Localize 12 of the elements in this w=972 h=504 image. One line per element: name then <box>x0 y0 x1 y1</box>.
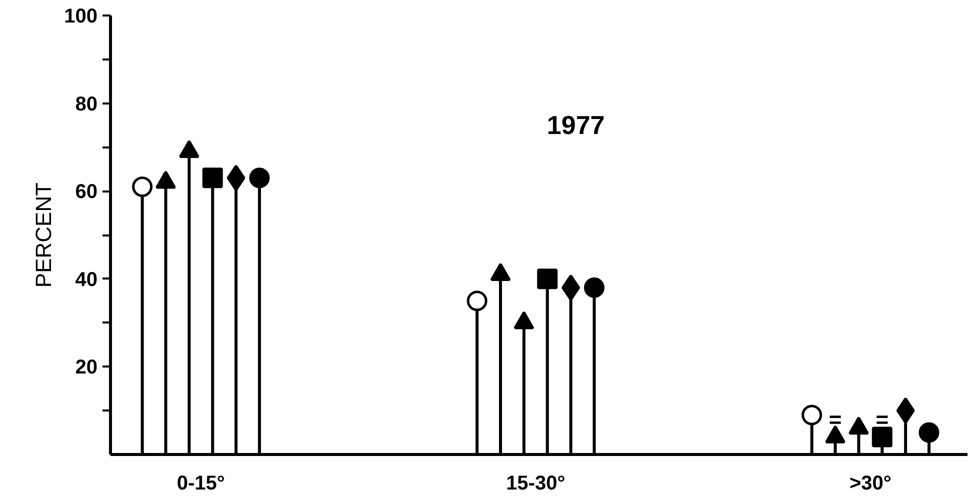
y-tick-label: 80 <box>75 93 98 116</box>
x-tick-label: 15-30° <box>506 472 566 494</box>
x-tick-label: >30° <box>849 472 892 494</box>
y-tick-label: 60 <box>75 181 98 204</box>
annotation: = <box>876 406 889 432</box>
y-axis-title: PERCENT <box>31 182 56 288</box>
y-tick-label: 40 <box>75 268 98 291</box>
y-tick-label: 20 <box>75 356 98 379</box>
x-tick-label: 0-15° <box>176 472 225 494</box>
y-tick-label: 100 <box>64 6 98 28</box>
annotation: = <box>828 406 842 432</box>
text: 1977 <box>546 110 605 140</box>
